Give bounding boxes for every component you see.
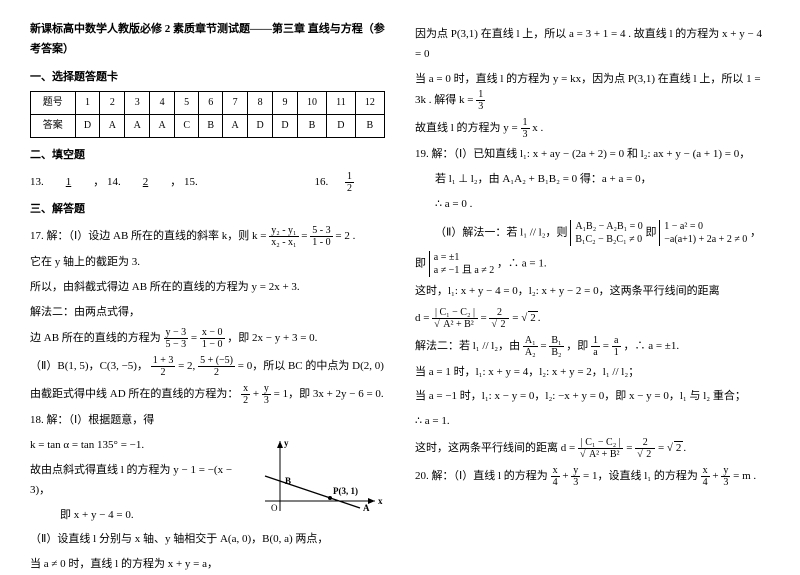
q19h: 解法二：若 l₁ // l₂，由 A₁A₂ = B₁B₂ ，即 1a = a1 … xyxy=(415,335,770,358)
q18a: 18. 解：（Ⅰ）根据题意，得 xyxy=(30,411,385,431)
section-2: 二、填空题 xyxy=(30,146,385,166)
q19l: 这时，这两条平行线间的距离 d = | C₁ − C₂ |A² + B² = 2… xyxy=(415,437,770,460)
r1: 因为点 P(3,1) 在直线 l 上，所以 a = 3 + 1 = 4 . 故直… xyxy=(415,25,770,65)
q19e: 即 a = ±1a ≠ −1 且 a ≠ 2 ，∴ a = 1. xyxy=(415,251,770,277)
section-1: 一、选择题答题卡 xyxy=(30,68,385,88)
svg-text:P(3, 1): P(3, 1) xyxy=(333,486,358,496)
doc-title: 新课标高中数学人教版必修 2 素质章节测试题——第三章 直线与方程（参考答案） xyxy=(30,20,385,60)
q17d: 解法二：由两点式得， xyxy=(30,303,385,323)
q17b: 它在 y 轴上的截距为 3. xyxy=(30,253,385,273)
q19i: 当 a = 1 时，l₁: x + y = 4，l₂: x + y = 2，l₁… xyxy=(415,363,770,383)
section-3: 三、解答题 xyxy=(30,200,385,220)
left-column: 新课标高中数学人教版必修 2 素质章节测试题——第三章 直线与方程（参考答案） … xyxy=(30,20,385,545)
coordinate-graph: O A B P(3, 1) x y xyxy=(255,436,385,521)
q19j: 当 a = −1 时，l₁: x − y = 0，l₂: −x + y = 0，… xyxy=(415,387,770,407)
q18e: （Ⅱ）设直线 l 分别与 x 轴、y 轴相交于 A(a, 0)，B(0, a) … xyxy=(30,530,385,550)
answer-table: 题号123456789101112 答案DAAACBADDBDB xyxy=(30,91,385,138)
q19k: ∴ a = 1. xyxy=(415,412,770,432)
q17g: 由截距式得中线 AD 所在的直线的方程为： x2 + y3 = 1，即 3x +… xyxy=(30,383,385,406)
q19d: （Ⅱ）解法一：若 l₁ // l₂，则 A₁B₂ − A₂B₁ = 0B₁C₂ … xyxy=(435,220,770,246)
table-row: 题号123456789101112 xyxy=(31,92,385,115)
q20: 20. 解：（Ⅰ）直线 l 的方程为 x4 + y3 = 1，设直线 l₁ 的方… xyxy=(415,465,770,488)
q19f: 这时，l₁: x + y − 4 = 0，l₂: x + y − 2 = 0，这… xyxy=(415,282,770,302)
svg-text:O: O xyxy=(271,503,278,513)
right-column: 因为点 P(3,1) 在直线 l 上，所以 a = 3 + 1 = 4 . 故直… xyxy=(415,20,770,545)
svg-text:B: B xyxy=(285,476,291,486)
r2: 当 a = 0 时，直线 l 的方程为 y = kx，因为点 P(3,1) 在直… xyxy=(415,70,770,113)
table-row: 答案DAAACBADDBDB xyxy=(31,115,385,138)
q17c: 所以，由斜截式得边 AB 所在的直线的方程为 y = 2x + 3. xyxy=(30,278,385,298)
q17e: 边 AB 所在的直线的方程为 y − 35 − 3 = x − 01 − 0 ，… xyxy=(30,327,385,350)
svg-text:x: x xyxy=(378,496,383,506)
svg-text:A: A xyxy=(363,503,370,513)
q19g: d = | C₁ − C₂ |A² + B² = 22 = 2. xyxy=(415,307,770,330)
q19a: 19. 解：（Ⅰ）已知直线 l₁: x + ay − (2a + 2) = 0 … xyxy=(415,145,770,165)
q19c: ∴ a = 0 . xyxy=(435,195,770,215)
q18f: 当 a ≠ 0 时，直线 l 的方程为 x + y = a， xyxy=(30,555,385,575)
r3: 故直线 l 的方程为 y = 13 x . xyxy=(415,117,770,140)
svg-text:y: y xyxy=(284,438,289,448)
q17f: （Ⅱ）B(1, 5)，C(3, −5)， 1 + 32 = 2, 5 + (−5… xyxy=(30,355,385,378)
q17-line: 17. 解：（Ⅰ）设边 AB 所在的直线的斜率 k，则 k = y₂ - y₁x… xyxy=(30,225,385,248)
q19b: 若 l₁ ⊥ l₂，由 A₁A₂ + B₁B₂ = 0 得：a + a = 0， xyxy=(435,170,770,190)
fill-blanks: 13.1， 14.2， 15. 16. 12 xyxy=(30,171,385,194)
